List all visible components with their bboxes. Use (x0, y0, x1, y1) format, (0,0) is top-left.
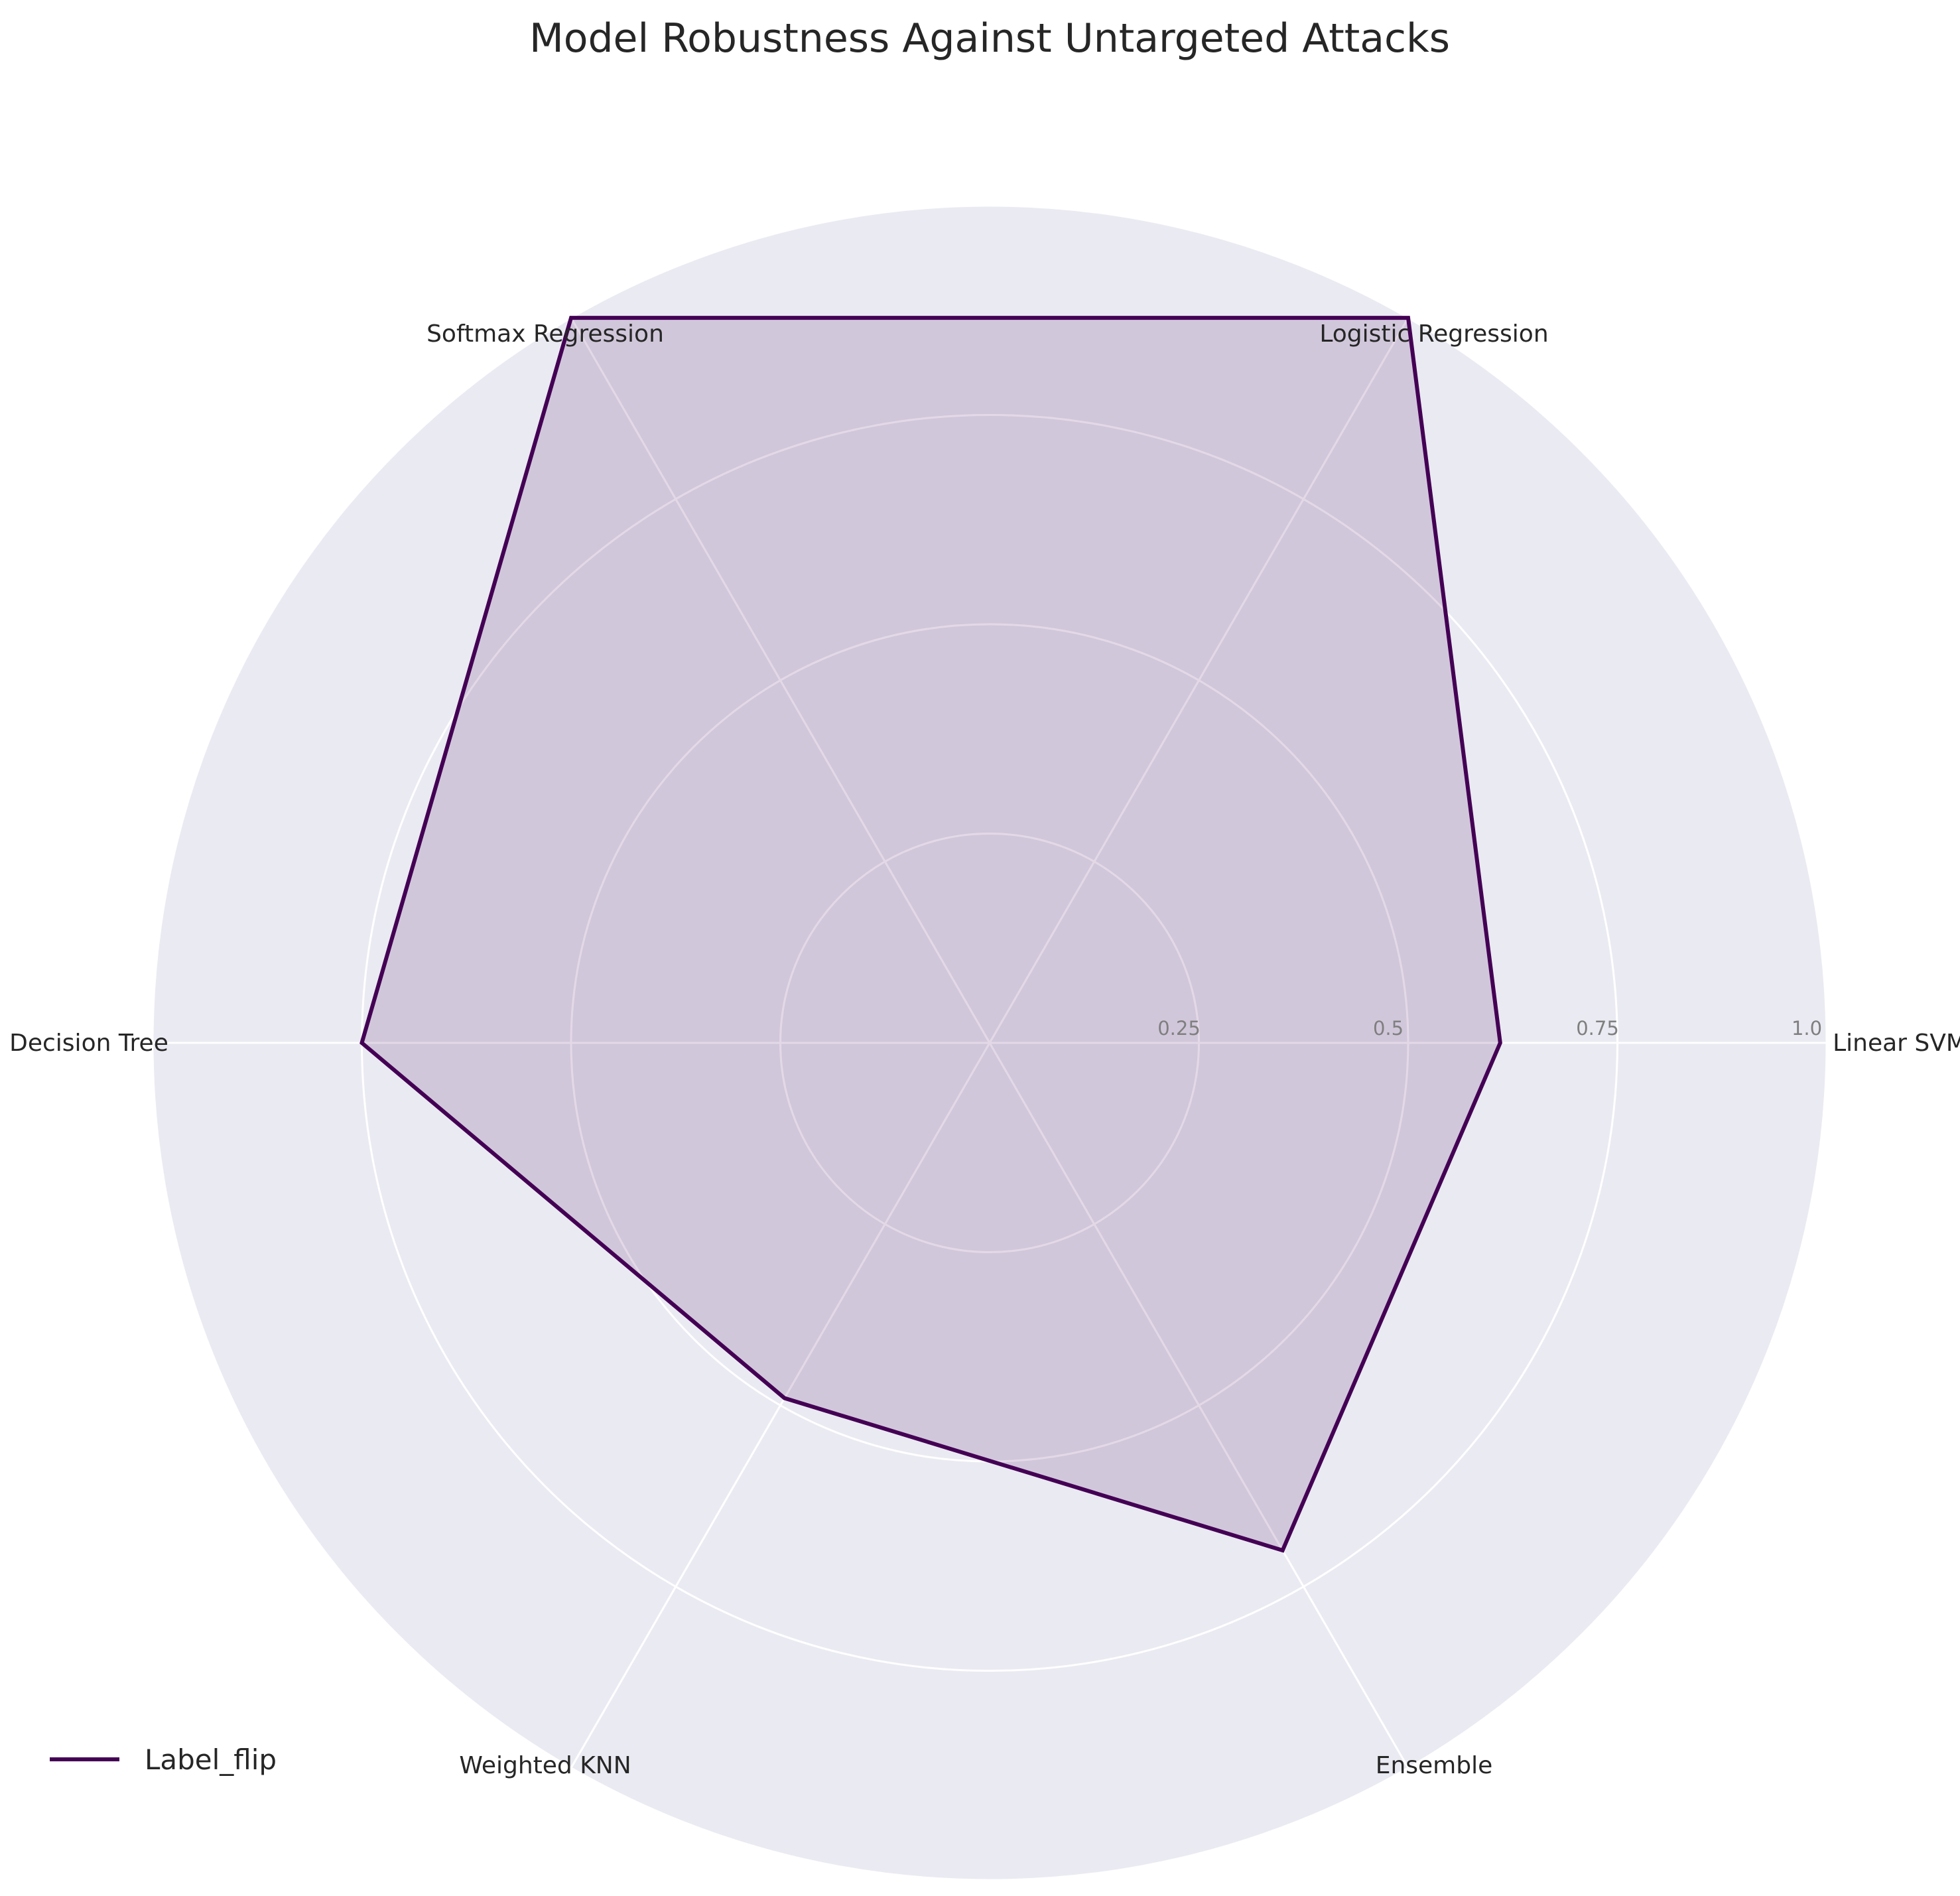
legend: Label_flip (50, 1743, 277, 1776)
radar-plot-area: 0.25 0.5 0.75 1.0 Linear SVM Logistic Regress… (9, 204, 1960, 1881)
data-point (1499, 1042, 1501, 1044)
r-tick-label: 0.75 (1576, 1017, 1619, 1040)
category-label: Weighted KNN (459, 1752, 631, 1779)
r-tick-label: 0.25 (1157, 1017, 1201, 1040)
grid-spoke (570, 1042, 991, 1769)
data-point (1407, 317, 1409, 319)
r-tick-label: 1.0 (1792, 1017, 1822, 1040)
data-point (361, 1042, 363, 1044)
series-area (361, 318, 1500, 1551)
data-point (570, 317, 572, 319)
grid-spoke (988, 317, 1409, 1044)
category-label: Softmax Regression (426, 320, 664, 348)
chart-title: Model Robustness Against Untargeted Atta… (529, 15, 1450, 62)
data-point (783, 1397, 785, 1399)
grid-spoke (570, 317, 991, 1044)
data-point (1281, 1550, 1283, 1552)
grid-spoke (988, 1042, 1409, 1769)
category-label: Ensemble (1376, 1752, 1493, 1779)
category-label: Decision Tree (9, 1030, 168, 1057)
r-tick-label: 0.5 (1373, 1017, 1404, 1040)
legend-label: Label_flip (145, 1743, 277, 1776)
category-label: Logistic Regression (1319, 320, 1548, 348)
category-label: Linear SVM (1833, 1030, 1960, 1057)
